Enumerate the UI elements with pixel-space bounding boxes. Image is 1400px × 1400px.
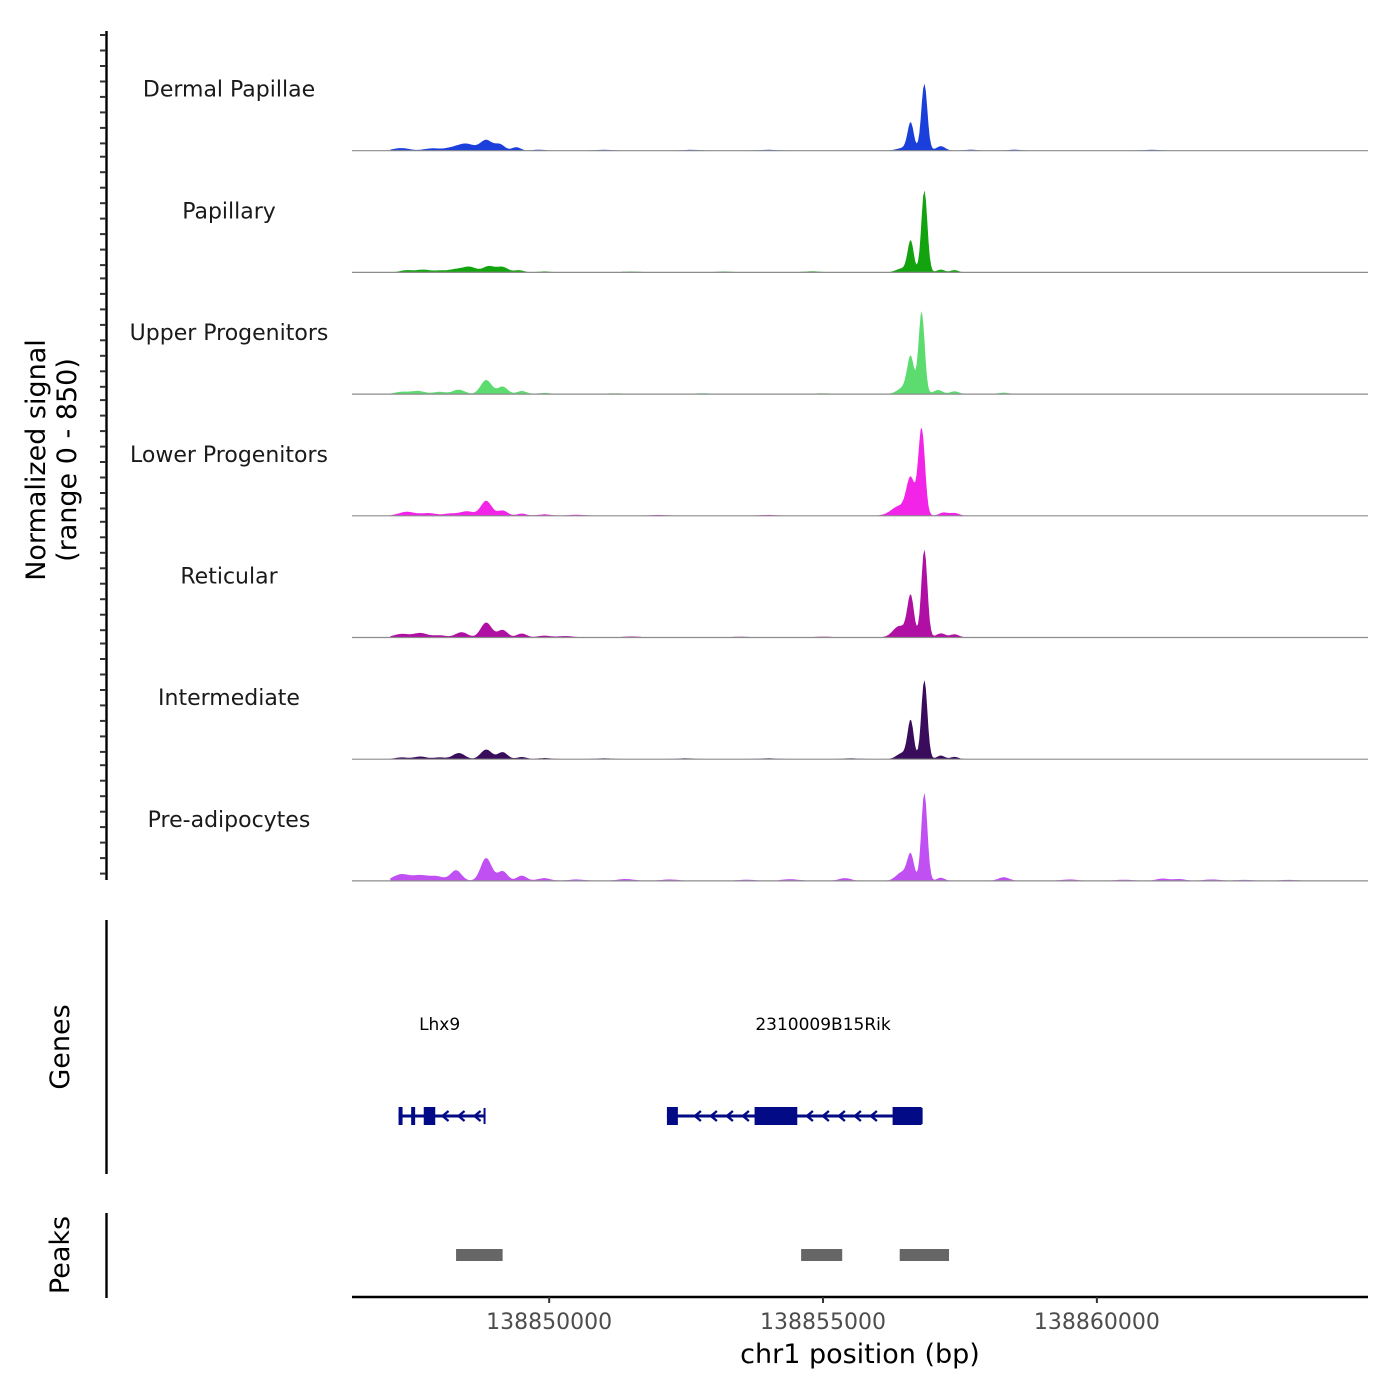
coverage-track: Lower Progenitors (130, 427, 1368, 517)
strand-arrow (821, 1110, 830, 1122)
strand-arrow (853, 1110, 862, 1122)
track-label: Reticular (180, 565, 278, 590)
strand-arrow (741, 1110, 750, 1122)
coverage-track: Dermal Papillae (143, 78, 1368, 152)
coverage-track: Pre-adipocytes (148, 792, 1368, 882)
track-label: Lower Progenitors (130, 443, 328, 468)
track-label: Upper Progenitors (130, 321, 329, 346)
x-axis-title: chr1 position (bp) (740, 1339, 980, 1370)
gene-model: 2310009B15Rik (666, 1015, 923, 1125)
gene-exon (398, 1107, 403, 1125)
strand-arrow (472, 1110, 482, 1122)
peaks-track-title: Peaks (45, 1216, 76, 1294)
genes-track-title: Genes (45, 1004, 76, 1089)
gene-exon (754, 1107, 798, 1125)
track-label: Pre-adipocytes (148, 808, 311, 833)
track-label: Dermal Papillae (143, 78, 315, 103)
gene-label: Lhx9 (419, 1015, 460, 1035)
coverage-area (390, 680, 1316, 760)
coverage-area (390, 311, 1316, 395)
coverage-y-axis: Normalized signal(range 0 - 850) (21, 31, 108, 880)
x-tick-label: 138855000 (760, 1310, 886, 1335)
gene-model: Lhx9 (398, 1015, 486, 1125)
coverage-area (390, 190, 1316, 273)
y-axis-title-line-2: (range 0 - 850) (52, 358, 83, 562)
coverage-area (390, 792, 1316, 881)
x-tick-label: 138850000 (486, 1310, 612, 1335)
x-tick-label: 138860000 (1034, 1310, 1160, 1335)
strand-arrow (837, 1110, 846, 1122)
x-axis: 138850000 138855000 138860000 chr1 position… (352, 1295, 1368, 1370)
peak-region (456, 1249, 503, 1261)
strand-arrow (725, 1110, 734, 1122)
gene-exon (892, 1107, 922, 1125)
strand-arrow (709, 1110, 718, 1122)
coverage-area (390, 83, 1316, 151)
strand-arrow (456, 1110, 466, 1122)
peak-region (899, 1249, 950, 1261)
coverage-area (390, 427, 1316, 516)
strand-arrow (440, 1110, 450, 1122)
coverage-tracks: Dermal Papillae Papillary Upper Progenitor… (130, 78, 1368, 882)
coverage-area (390, 549, 1316, 638)
strand-arrow (869, 1110, 878, 1122)
peak-region (801, 1249, 843, 1261)
coverage-track: Upper Progenitors (130, 311, 1368, 395)
gene-label: 2310009B15Rik (755, 1015, 891, 1035)
coverage-track: Intermediate (158, 680, 1368, 760)
y-axis-title-line-1: Normalized signal (21, 339, 52, 581)
gene-annotation-track: Genes Lhx9 2310009B15Rik (45, 920, 923, 1174)
axes: Normalized signal(range 0 - 850) 13885000… (21, 31, 1368, 1370)
gene-exon (423, 1107, 436, 1125)
strand-arrow (805, 1110, 814, 1122)
y-axis-title: Normalized signal(range 0 - 850) (21, 339, 83, 581)
coverage-track: Papillary (182, 190, 1368, 273)
strand-arrow (693, 1110, 702, 1122)
track-label: Papillary (182, 199, 276, 224)
peaks-track: Peaks (45, 1213, 950, 1298)
gene-exon (411, 1107, 416, 1125)
gene-exon (666, 1107, 678, 1125)
coverage-track: Reticular (180, 549, 1368, 639)
track-label: Intermediate (158, 686, 300, 711)
